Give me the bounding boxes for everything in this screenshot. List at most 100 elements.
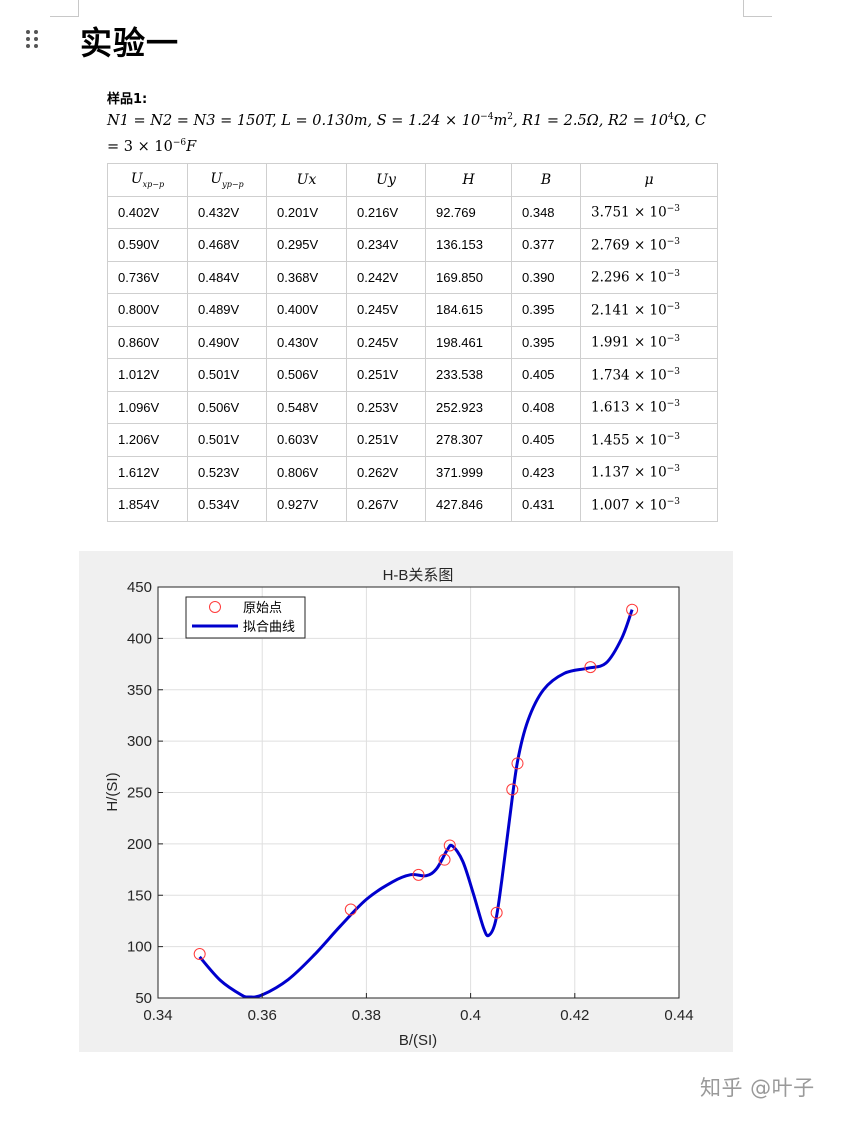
table-header-cell: Uyp−p — [187, 163, 267, 197]
table-cell: 0.590V — [107, 228, 188, 262]
table-cell: 0.506V — [266, 358, 347, 392]
y-tick-label: 300 — [127, 733, 152, 750]
data-point-marker — [438, 853, 451, 866]
data-point-marker — [443, 839, 456, 852]
y-tick-label: 250 — [127, 785, 152, 802]
data-point-marker — [626, 603, 639, 616]
table-row: 1.012V 0.501V 0.506V 0.251V 233.538 0.405 1.73… — [107, 358, 718, 392]
fit-curve-line — [198, 609, 634, 999]
table-header-cell: Ux — [266, 163, 347, 197]
y-tick-label: 350 — [127, 682, 152, 699]
table-cell: 0.405 — [511, 358, 581, 392]
table-cell: 233.538 — [425, 358, 512, 392]
table-row: 0.402V 0.432V 0.201V 0.216V 92.769 0.348 3.751… — [107, 195, 718, 229]
table-cell-mu: 1.137 × 10−3 — [580, 455, 718, 489]
table-cell: 1.206V — [107, 423, 188, 457]
table-cell: 1.612V — [107, 455, 188, 489]
table-cell: 0.489V — [187, 293, 267, 327]
table-cell: 427.846 — [425, 488, 512, 522]
table-cell: 1.012V — [107, 358, 188, 392]
data-point-marker — [193, 948, 206, 961]
drag-handle-icon[interactable] — [24, 30, 40, 52]
x-axis-label: B/(SI) — [399, 1032, 437, 1049]
table-cell: 0.234V — [346, 228, 426, 262]
h-b-chart: 0.34 0.36 0.38 0.4 0.42 0.44 50 100 150 200 250 300… — [79, 551, 733, 1052]
table-cell: 184.615 — [425, 293, 512, 327]
table-row: 1.612V 0.523V 0.806V 0.262V 371.999 0.423 1.13… — [107, 455, 718, 489]
table-cell: 0.245V — [346, 325, 426, 359]
table-cell-mu: 1.613 × 10−3 — [580, 390, 718, 424]
table-cell-mu: 3.751 × 10−3 — [580, 195, 718, 229]
table-cell: 0.534V — [187, 488, 267, 522]
page-corner-marker-left — [50, 0, 79, 17]
table-cell: 92.769 — [425, 195, 512, 229]
data-point-marker — [490, 906, 503, 919]
table-cell: 278.307 — [425, 423, 512, 457]
table-cell: 0.395 — [511, 325, 581, 359]
table-cell: 371.999 — [425, 455, 512, 489]
table-cell-mu: 1.455 × 10−3 — [580, 423, 718, 457]
x-tick-label: 0.42 — [560, 1007, 589, 1024]
table-cell: 198.461 — [425, 325, 512, 359]
data-point-marker — [412, 868, 425, 881]
legend-box — [185, 596, 306, 639]
table-cell: 0.927V — [266, 488, 347, 522]
table-cell: 0.216V — [346, 195, 426, 229]
table-cell: 0.267V — [346, 488, 426, 522]
table-cell-mu: 1.991 × 10−3 — [580, 325, 718, 359]
table-cell: 0.430V — [266, 325, 347, 359]
table-cell: 0.603V — [266, 423, 347, 457]
x-tick-label: 0.4 — [460, 1007, 481, 1024]
table-cell: 0.405 — [511, 423, 581, 457]
table-row: 1.854V 0.534V 0.927V 0.267V 427.846 0.431 1.00… — [107, 488, 718, 522]
table-header-cell: B — [511, 163, 581, 197]
table-header-cell: μ — [580, 163, 718, 197]
table-cell: 1.854V — [107, 488, 188, 522]
table-cell-mu: 1.734 × 10−3 — [580, 358, 718, 392]
y-tick-label: 200 — [127, 836, 152, 853]
x-tick-label: 0.36 — [248, 1007, 277, 1024]
table-cell: 0.395 — [511, 293, 581, 327]
x-tick-label: 0.34 — [143, 1007, 172, 1024]
table-header-cell: Uy — [346, 163, 426, 197]
table-cell: 0.377 — [511, 228, 581, 262]
table-row: 0.736V 0.484V 0.368V 0.242V 169.850 0.390 2.29… — [107, 260, 718, 294]
data-point-marker — [511, 757, 524, 770]
table-row: 0.860V 0.490V 0.430V 0.245V 198.461 0.395 1.99… — [107, 325, 718, 359]
table-cell: 0.245V — [346, 293, 426, 327]
y-tick-label: 100 — [127, 939, 152, 956]
y-axis-label: H/(SI) — [104, 772, 121, 811]
table-cell: 0.400V — [266, 293, 347, 327]
table-cell: 0.806V — [266, 455, 347, 489]
table-header-cell: Uxp−p — [107, 163, 188, 197]
page-corner-marker-right — [743, 0, 772, 17]
table-cell: 0.423 — [511, 455, 581, 489]
table-cell: 136.153 — [425, 228, 512, 262]
y-tick-label: 50 — [135, 990, 152, 1007]
table-cell: 0.523V — [187, 455, 267, 489]
table-cell: 0.348 — [511, 195, 581, 229]
table-row: 1.096V 0.506V 0.548V 0.253V 252.923 0.408 1.61… — [107, 390, 718, 424]
table-cell: 0.295V — [266, 228, 347, 262]
table-cell: 0.390 — [511, 260, 581, 294]
table-cell: 252.923 — [425, 390, 512, 424]
y-tick-label: 150 — [127, 887, 152, 904]
table-cell: 0.402V — [107, 195, 188, 229]
table-cell: 0.368V — [266, 260, 347, 294]
table-cell: 0.262V — [346, 455, 426, 489]
table-cell: 0.484V — [187, 260, 267, 294]
data-point-marker — [344, 903, 357, 916]
page-title: 实验一 — [80, 24, 180, 62]
data-point-marker — [584, 661, 597, 674]
table-cell-mu: 2.141 × 10−3 — [580, 293, 718, 327]
chart-legend: 原始点 拟合曲线 — [185, 596, 306, 639]
y-tick-label: 450 — [127, 579, 152, 596]
table-cell: 0.432V — [187, 195, 267, 229]
table-cell: 1.096V — [107, 390, 188, 424]
x-tick-label: 0.44 — [664, 1007, 693, 1024]
table-cell: 0.736V — [107, 260, 188, 294]
table-cell: 0.468V — [187, 228, 267, 262]
table-cell: 0.242V — [346, 260, 426, 294]
